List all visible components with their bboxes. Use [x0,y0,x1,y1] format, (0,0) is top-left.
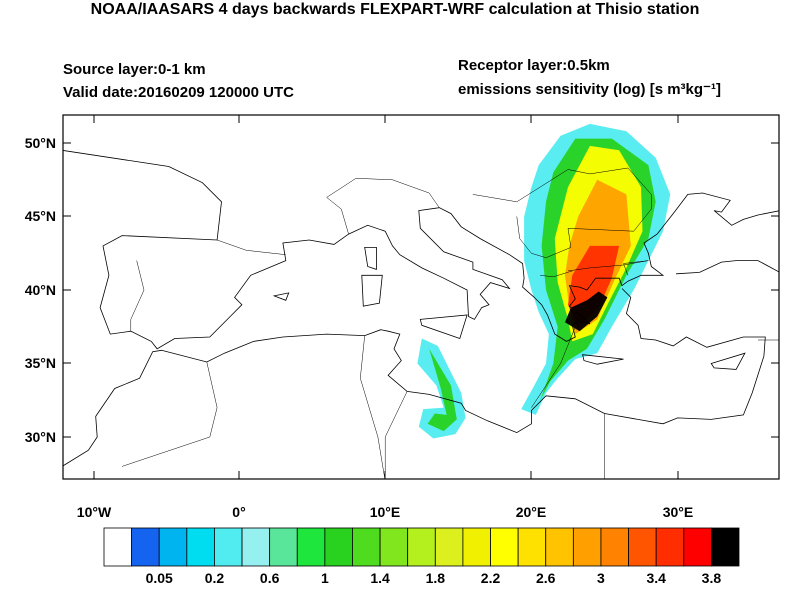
border [217,239,286,255]
colorbar-label: 0.05 [146,570,173,585]
lon-label: 20°E [516,504,547,520]
colorbar-swatch [379,527,409,567]
border [384,391,408,479]
coastline [63,288,766,467]
colorbar-label: 3.8 [702,570,722,585]
colorbar-swatch [490,527,519,567]
colorbar-swatch [434,527,464,567]
colorbar-swatch [655,527,685,567]
colorbar-label: 2.6 [536,570,556,585]
lon-label: 0° [232,504,245,520]
border [623,260,649,276]
colorbar-swatch [296,527,326,567]
island [364,246,377,270]
colorbar-swatch [710,527,740,567]
colorbar-swatch [517,527,547,567]
colorbar-label: 1 [321,570,329,585]
island [361,274,383,307]
colorbar-swatch [600,527,629,567]
lon-label: 10°W [77,504,112,520]
plume-shape [565,291,608,332]
border [360,335,386,479]
colorbar-swatch [241,527,271,567]
lat-label: 50°N [25,135,56,151]
units: emissions sensitivity (log) [s m³kg⁻¹] [458,81,721,98]
border [326,178,440,235]
colorbar-label: 0.6 [260,570,280,585]
border [540,270,573,278]
border [121,361,218,467]
lat-label: 40°N [25,282,56,298]
coastline [676,260,779,275]
plume-shape [427,348,457,432]
colorbar-swatch [352,527,381,567]
border [567,260,649,272]
lat-label: 30°N [25,429,56,445]
coastlines [63,150,779,479]
colorbar-swatch [324,527,353,567]
plume [417,123,671,439]
border [130,260,145,332]
colorbar-swatch [572,527,602,567]
colorbar-swatch [269,527,298,567]
colorbar-label: 3 [597,570,605,585]
border [531,326,576,408]
island [272,292,290,301]
lat-label: 35°N [25,355,56,371]
colorbar-label: 2.2 [481,570,501,585]
border [472,167,652,258]
island [582,354,624,365]
colorbar-swatch [407,527,436,567]
colorbar-label: 1.4 [370,570,390,585]
colorbar-swatch [158,527,188,567]
colorbar-swatch [628,527,657,567]
colorbar-swatch [131,527,160,567]
colorbar-label: 3.4 [646,570,666,585]
lon-label: 10°E [370,504,401,520]
colorbar-label: 1.8 [426,570,446,585]
receptor-layer: Receptor layer:0.5km [458,57,610,74]
colorbar-swatch [103,527,133,567]
colorbar-swatch [186,527,215,567]
colorbar-label: 0.2 [205,570,225,585]
map-frame [62,114,780,480]
colorbar: 0.05 0.2 0.6 1 1.4 1.8 2.2 2.6 3 3.4 3.8 [103,527,740,586]
source-layer: Source layer:0-1 km [63,61,206,78]
colorbar-swatch [545,527,574,567]
lat-label: 45°N [25,208,56,224]
valid-date: Valid date:20160209 120000 UTC [63,84,294,101]
coastline [63,150,779,350]
island [710,352,746,370]
colorbar-swatch [214,527,243,567]
colorbar-swatch [683,527,712,567]
title: NOAA/IAASARS 4 days backwards FLEXPART-W… [91,1,700,18]
island [419,314,468,340]
lon-label: 30°E [663,504,694,520]
colorbar-swatch [462,527,491,567]
